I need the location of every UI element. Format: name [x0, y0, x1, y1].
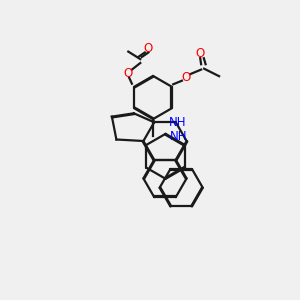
Text: O: O [124, 67, 133, 80]
Text: NH: NH [169, 116, 186, 129]
Text: O: O [195, 47, 204, 60]
Text: O: O [144, 41, 153, 55]
Text: NH: NH [169, 130, 187, 143]
Text: O: O [182, 71, 191, 84]
